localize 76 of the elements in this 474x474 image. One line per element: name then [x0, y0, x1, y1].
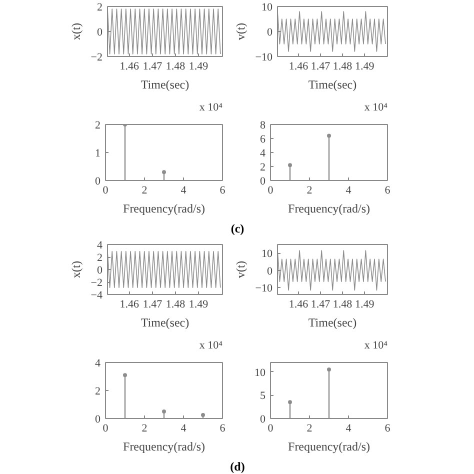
y-tick-label: 8 [260, 120, 266, 132]
point [123, 373, 127, 378]
x-tick-label: 1.46 [288, 60, 309, 72]
x-tick-label: 1.49 [188, 60, 209, 72]
x-tick-label: 1.48 [166, 298, 186, 310]
y-tick-label: −10 [255, 52, 273, 64]
y-tick-label: 1 [95, 148, 100, 160]
y-tick-label: 0 [95, 414, 101, 426]
x-tick-label: 1.49 [354, 60, 375, 72]
y-tick-label: 10 [254, 366, 266, 379]
text: x 10⁴ [199, 340, 223, 352]
y-tick-label: −2 [90, 277, 103, 289]
x-tick-label: 1.49 [354, 298, 375, 310]
x-tick-label: 1.48 [166, 60, 186, 72]
y-tick-label: 2 [97, 252, 102, 264]
y-tick-label: 2 [97, 2, 102, 14]
x-tick-label: 1.48 [332, 298, 353, 310]
y-tick-label: 0 [267, 26, 273, 38]
text: (c) [230, 222, 244, 236]
x-axis-title: Frequency(rad/s) [288, 440, 370, 454]
y-tick-label: 0 [267, 265, 273, 278]
text: x 10⁴ [364, 340, 388, 352]
y-axis-title: v(t) [233, 260, 248, 278]
x-tick-label: 1.46 [288, 298, 309, 310]
x-tick-label: 4 [180, 422, 187, 434]
x-tick-label: 2 [142, 422, 148, 434]
y-tick-label: 4 [97, 240, 103, 252]
y-tick-label: −4 [90, 290, 103, 302]
y-tick-label: 0 [97, 26, 103, 38]
y-tick-label: 10 [262, 2, 273, 14]
x-tick-label: 1.47 [142, 60, 163, 72]
y-tick-label: 10 [262, 248, 273, 260]
y-tick-label: 4 [95, 358, 101, 370]
x-axis-title: Time(sec) [140, 78, 190, 92]
x-tick-label: 1.46 [120, 60, 140, 72]
y-tick-label: 5 [260, 390, 266, 402]
x-tick-label: 1.47 [310, 60, 331, 72]
x-tick-label: 1.46 [120, 298, 140, 310]
y-tick-label: 0 [260, 176, 266, 188]
y-tick-label: 2 [95, 386, 100, 398]
x-tick-label: 2 [306, 422, 312, 434]
text: x 10⁴ [364, 102, 388, 114]
y-tick-label: 2 [95, 120, 100, 132]
x-tick-label: 2 [142, 184, 148, 196]
y-axis-title: x(t) [68, 260, 83, 278]
y-axis-title: x(t) [68, 22, 83, 40]
x-tick-label: 1.47 [142, 298, 163, 310]
y-tick-label: 6 [260, 134, 266, 146]
text: (d) [230, 460, 245, 474]
x-tick-label: 1.49 [188, 298, 209, 310]
x-tick-label: 4 [180, 184, 187, 196]
point [162, 410, 166, 414]
x-axis-title: Time(sec) [140, 316, 190, 330]
x-axis-title: Time(sec) [308, 316, 357, 330]
x-tick-label: 6 [384, 422, 391, 434]
y-tick-label: 2 [260, 162, 266, 174]
y-tick-label: −2 [90, 52, 103, 64]
x-tick-label: 6 [220, 184, 226, 196]
x-axis-title: Time(sec) [308, 78, 357, 92]
y-tick-label: 0 [97, 264, 103, 276]
x-tick-label: 1.48 [332, 60, 353, 72]
y-tick-label: 0 [260, 414, 266, 426]
x-tick-label: 6 [220, 422, 226, 434]
x-tick-label: 4 [346, 184, 352, 196]
y-tick-label: 4 [260, 148, 266, 160]
text: x 10⁴ [199, 102, 223, 114]
x-axis-title: Frequency(rad/s) [123, 202, 205, 216]
x-tick-label: 2 [306, 184, 312, 196]
x-tick-label: 6 [384, 184, 391, 196]
x-tick-label: 4 [346, 422, 352, 434]
x-axis-title: Frequency(rad/s) [288, 202, 370, 216]
x-tick-label: 1.47 [310, 298, 331, 310]
x-axis-title: Frequency(rad/s) [123, 440, 205, 454]
y-axis-title: v(t) [233, 22, 248, 40]
y-tick-label: −10 [255, 282, 273, 295]
y-tick-label: 0 [95, 176, 101, 188]
